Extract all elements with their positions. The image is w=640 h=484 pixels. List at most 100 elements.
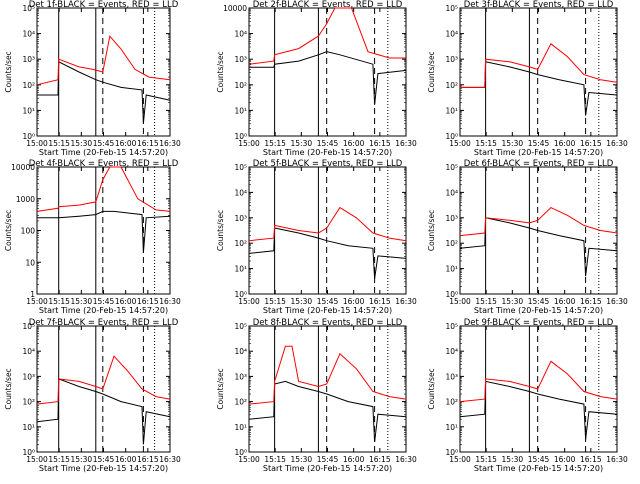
panel-9: Det 9f-BLACK = Events, RED = LLD 10⁰ 10¹ 10… [427,318,628,473]
y-tick-label: 10⁰ [234,448,247,457]
series-lld-line [36,355,171,405]
y-tick-label: 10⁵ [234,163,247,172]
x-tick-label: 16:15 [137,297,159,306]
x-axis-label: Start Time (20-Feb-15 14:57:20) [474,464,603,473]
x-axis-label: Start Time (20-Feb-15 14:57:20) [474,148,603,157]
y-tick-label: 10⁴ [445,347,458,356]
y-tick-label: 10² [22,81,35,90]
y-tick-label: 10000 [223,4,247,13]
x-tick-label: 15:15 [475,139,497,148]
x-tick-label: 16:30 [606,139,628,148]
series-events-line [460,61,618,116]
panel-4: Det 4f-BLACK = Events, RED = LLD 1 10 100 10… [4,159,181,315]
plot-frame [36,166,171,295]
y-tick-label: 1000 [16,195,35,204]
y-axis-label: Counts/sec [216,210,225,251]
y-tick-label: 10⁵ [445,163,458,172]
panel-7: Det 7f-BLACK = Events, RED = LLD 10⁰ 10¹ 10… [4,318,181,473]
y-axis-label: Counts/sec [4,51,13,92]
x-tick-label: 16:00 [554,297,576,306]
x-tick-label: 16:30 [395,455,417,464]
x-tick-label: 16:30 [159,455,181,464]
x-axis-label: Start Time (20-Feb-15 14:57:20) [39,306,168,315]
x-tick-label: 15:15 [475,455,497,464]
x-tick-label: 15:30 [291,455,313,464]
y-tick-label: 10¹ [234,106,247,115]
series-lld-line [36,166,171,212]
x-tick-label: 15:00 [449,297,471,306]
y-tick-label: 10⁵ [445,4,458,13]
x-tick-label: 15:45 [317,139,339,148]
x-axis-label: Start Time (20-Feb-15 14:57:20) [263,306,392,315]
x-tick-label: 16:00 [115,297,137,306]
plot-frame [459,7,618,137]
y-tick-label: 10² [22,398,35,407]
x-tick-label: 15:30 [71,455,93,464]
panel-1: Det 1f-BLACK = Events, RED = LLD 10⁰ 10¹ 10… [4,0,181,157]
y-tick-label: 10³ [22,55,35,64]
y-tick-label: 10000 [11,163,35,172]
y-tick-label: 10⁰ [234,290,247,299]
plot-frame [248,166,407,295]
panel-title: Det 9f-BLACK = Events, RED = LLD [464,318,614,328]
series-lld-line [248,206,407,242]
x-tick-label: 16:00 [115,139,137,148]
x-tick-label: 16:00 [343,455,365,464]
x-axis-label: Start Time (20-Feb-15 14:57:20) [263,464,392,473]
x-tick-label: 16:15 [369,455,391,464]
x-tick-label: 15:15 [48,139,70,148]
y-tick-label: 10⁵ [445,322,458,331]
y-tick-label: 10⁴ [22,347,35,356]
series-events-line [248,380,407,442]
x-tick-label: 16:15 [580,455,602,464]
y-tick-label: 10⁰ [445,448,458,457]
x-tick-label: 15:30 [502,455,524,464]
y-axis-label: Counts/sec [427,51,436,92]
x-tick-label: 15:30 [291,297,313,306]
x-tick-label: 15:45 [317,455,339,464]
x-tick-label: 15:00 [449,139,471,148]
y-tick-label: 10² [234,398,247,407]
y-axis-label: Counts/sec [4,368,13,409]
x-tick-label: 15:15 [264,297,286,306]
panel-8: Det 8f-BLACK = Events, RED = LLD 10⁰ 10¹ 10… [216,318,417,473]
x-tick-label: 15:15 [475,297,497,306]
x-axis-label: Start Time (20-Feb-15 14:57:20) [39,464,168,473]
x-tick-label: 15:00 [26,139,48,148]
y-tick-label: 10³ [445,214,458,223]
y-tick-label: 10² [234,81,247,90]
x-tick-label: 15:15 [48,297,70,306]
panel-title: Det 4f-BLACK = Events, RED = LLD [29,159,179,169]
y-tick-label: 10¹ [234,265,247,274]
plot-frame [36,7,171,137]
y-tick-label: 10³ [234,55,247,64]
series-events-line [36,378,171,445]
y-tick-label: 10⁴ [234,347,247,356]
plot-frame [248,7,407,137]
x-tick-label: 15:45 [93,139,115,148]
y-tick-label: 10⁰ [445,290,458,299]
y-tick-label: 10¹ [445,265,458,274]
x-tick-label: 16:00 [554,139,576,148]
panel-title: Det 3f-BLACK = Events, RED = LLD [464,0,614,10]
x-tick-label: 16:30 [606,455,628,464]
series-lld-line [248,345,407,405]
y-tick-label: 10² [445,81,458,90]
y-tick-label: 10⁵ [22,322,35,331]
panel-5: Det 5f-BLACK = Events, RED = LLD 10⁰ 10¹ 10… [216,159,417,315]
y-tick-label: 10¹ [445,106,458,115]
x-tick-label: 15:15 [264,455,286,464]
x-tick-label: 15:00 [26,297,48,306]
y-tick-label: 10¹ [22,423,35,432]
x-tick-label: 16:30 [395,297,417,306]
x-tick-label: 16:30 [159,139,181,148]
y-tick-label: 10⁰ [234,132,247,141]
x-tick-label: 16:00 [554,455,576,464]
x-tick-label: 15:45 [93,297,115,306]
y-tick-label: 10² [445,239,458,248]
y-axis-label: Counts/sec [216,51,225,92]
panel-3: Det 3f-BLACK = Events, RED = LLD 10⁰ 10¹ 10… [427,0,628,157]
y-tick-label: 10⁵ [234,322,247,331]
y-tick-label: 10⁰ [22,448,35,457]
